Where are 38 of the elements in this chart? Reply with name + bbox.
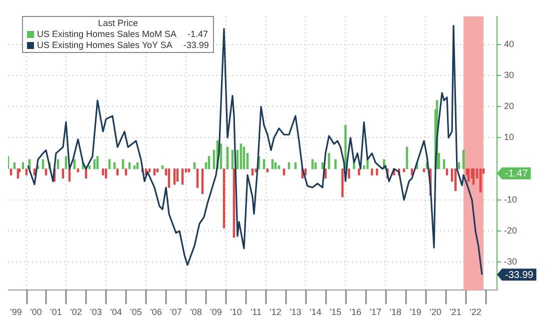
x-tick-label: '99 [10,307,22,318]
x-tick-label: '11 [250,307,262,318]
x-tick-label: '12 [270,307,282,318]
x-tick-label: '20 [430,307,442,318]
x-tick-label: '18 [390,307,402,318]
text: -1.47 [188,29,208,39]
x-tick-label: '05 [130,307,142,318]
y-tick-label: 20 [504,101,514,112]
legend-title: Last Price [96,18,139,29]
x-tick-label: '01 [50,307,62,318]
y-tick-label: -30 [504,256,518,267]
x-tick-label: '00 [30,307,42,318]
x-tick-label: '19 [410,307,422,318]
text: -33.99 [183,40,209,50]
annotation: -33.99 [504,270,534,281]
x-tick-label: '17 [370,307,382,318]
x-tick-label: '10 [230,307,242,318]
y-tick-label: 10 [504,132,514,142]
legend-label: US Existing Homes Sales YoY SA [37,40,172,51]
annotation: -1.47 [504,168,528,180]
x-tick-label: '06 [150,307,162,318]
x-tick-label: '07 [170,307,182,318]
x-tick-label: '02 [70,307,82,318]
x-tick-label: '21 [450,307,462,318]
x-tick-label: '14 [310,307,322,318]
x-tick-label: '09 [210,307,222,318]
legend-label: US Existing Homes Sales MoM SA [37,29,177,40]
x-tick-label: '16 [350,307,362,318]
x-tick-label: '04 [110,307,122,318]
x-tick-label: '13 [290,307,302,318]
y-tick-label: 40 [504,38,514,49]
x-tick-label: '08 [190,307,202,318]
y-tick-label: -20 [504,226,518,236]
y-tick-label: -10 [504,194,518,204]
x-tick-label: '22 [470,307,482,318]
x-tick-label: '15 [330,307,342,318]
x-tick-label: '03 [90,307,102,318]
y-tick-label: 30 [504,70,514,80]
